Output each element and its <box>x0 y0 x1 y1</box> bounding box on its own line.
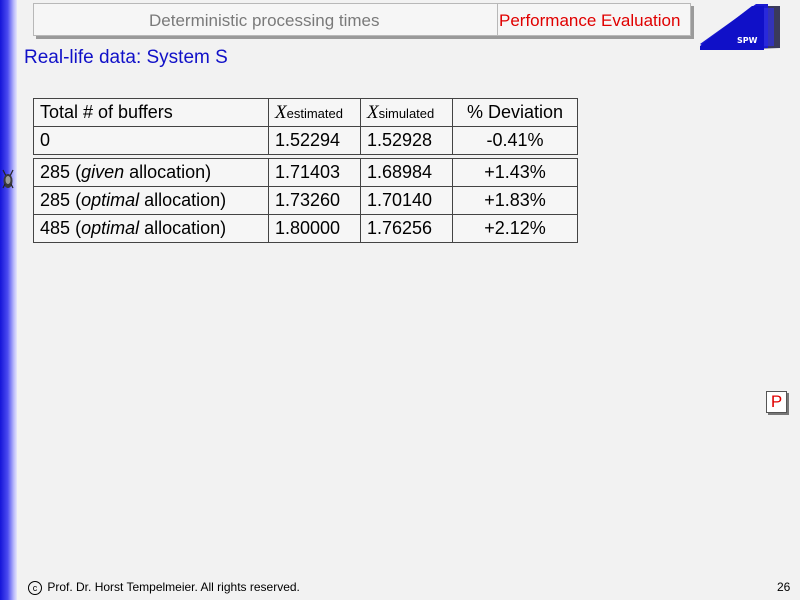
left-sidebar-bar <box>0 0 17 600</box>
cell-simulated: 1.68984 <box>360 158 453 187</box>
cell-simulated: 1.52928 <box>360 126 453 155</box>
cell-deviation: +1.43% <box>452 158 578 187</box>
cell-buffers: 285 (optimal allocation) <box>33 186 269 215</box>
cell-estimated: 1.73260 <box>268 186 361 215</box>
bug-icon <box>2 169 14 189</box>
table-header-row: Total # of buffers Xestimated Xsimulated… <box>33 98 578 127</box>
cell-estimated: 1.80000 <box>268 214 361 243</box>
cell-estimated: 1.71403 <box>268 158 361 187</box>
table-row: 485 (optimal allocation) 1.80000 1.76256… <box>33 214 578 243</box>
header-divider <box>497 4 498 35</box>
header-bar: Deterministic processing times Performan… <box>33 3 691 36</box>
cell-deviation: -0.41% <box>452 126 578 155</box>
header-deviation: % Deviation <box>452 98 578 127</box>
cell-simulated: 1.70140 <box>360 186 453 215</box>
p-nav-button[interactable]: P <box>766 391 787 413</box>
footer-text: Prof. Dr. Horst Tempelmeier. All rights … <box>47 580 300 594</box>
table-row: 0 1.52294 1.52928 -0.41% <box>33 126 578 155</box>
cell-deviation: +2.12% <box>452 214 578 243</box>
logo-text: SPW <box>737 36 758 45</box>
page-subtitle: Real-life data: System S <box>24 47 228 68</box>
header-buffers: Total # of buffers <box>33 98 269 127</box>
table-row: 285 (given allocation) 1.71403 1.68984 +… <box>33 158 578 187</box>
cell-simulated: 1.76256 <box>360 214 453 243</box>
footer-copyright: c Prof. Dr. Horst Tempelmeier. All right… <box>28 580 300 595</box>
header-section-label: Performance Evaluation <box>499 11 681 30</box>
cell-buffers: 485 (optimal allocation) <box>33 214 269 243</box>
table-row: 285 (optimal allocation) 1.73260 1.70140… <box>33 186 578 215</box>
page-number: 26 <box>777 580 791 594</box>
header-estimated: Xestimated <box>268 98 361 127</box>
spw-logo <box>700 4 780 50</box>
cell-deviation: +1.83% <box>452 186 578 215</box>
copyright-icon: c <box>28 580 42 595</box>
header-title: Deterministic processing times <box>149 11 380 30</box>
cell-buffers: 0 <box>33 126 269 155</box>
results-table: Total # of buffers Xestimated Xsimulated… <box>33 98 578 243</box>
cell-buffers: 285 (given allocation) <box>33 158 269 187</box>
results-table-container: Total # of buffers Xestimated Xsimulated… <box>33 98 578 243</box>
header-simulated: Xsimulated <box>360 98 453 127</box>
cell-estimated: 1.52294 <box>268 126 361 155</box>
